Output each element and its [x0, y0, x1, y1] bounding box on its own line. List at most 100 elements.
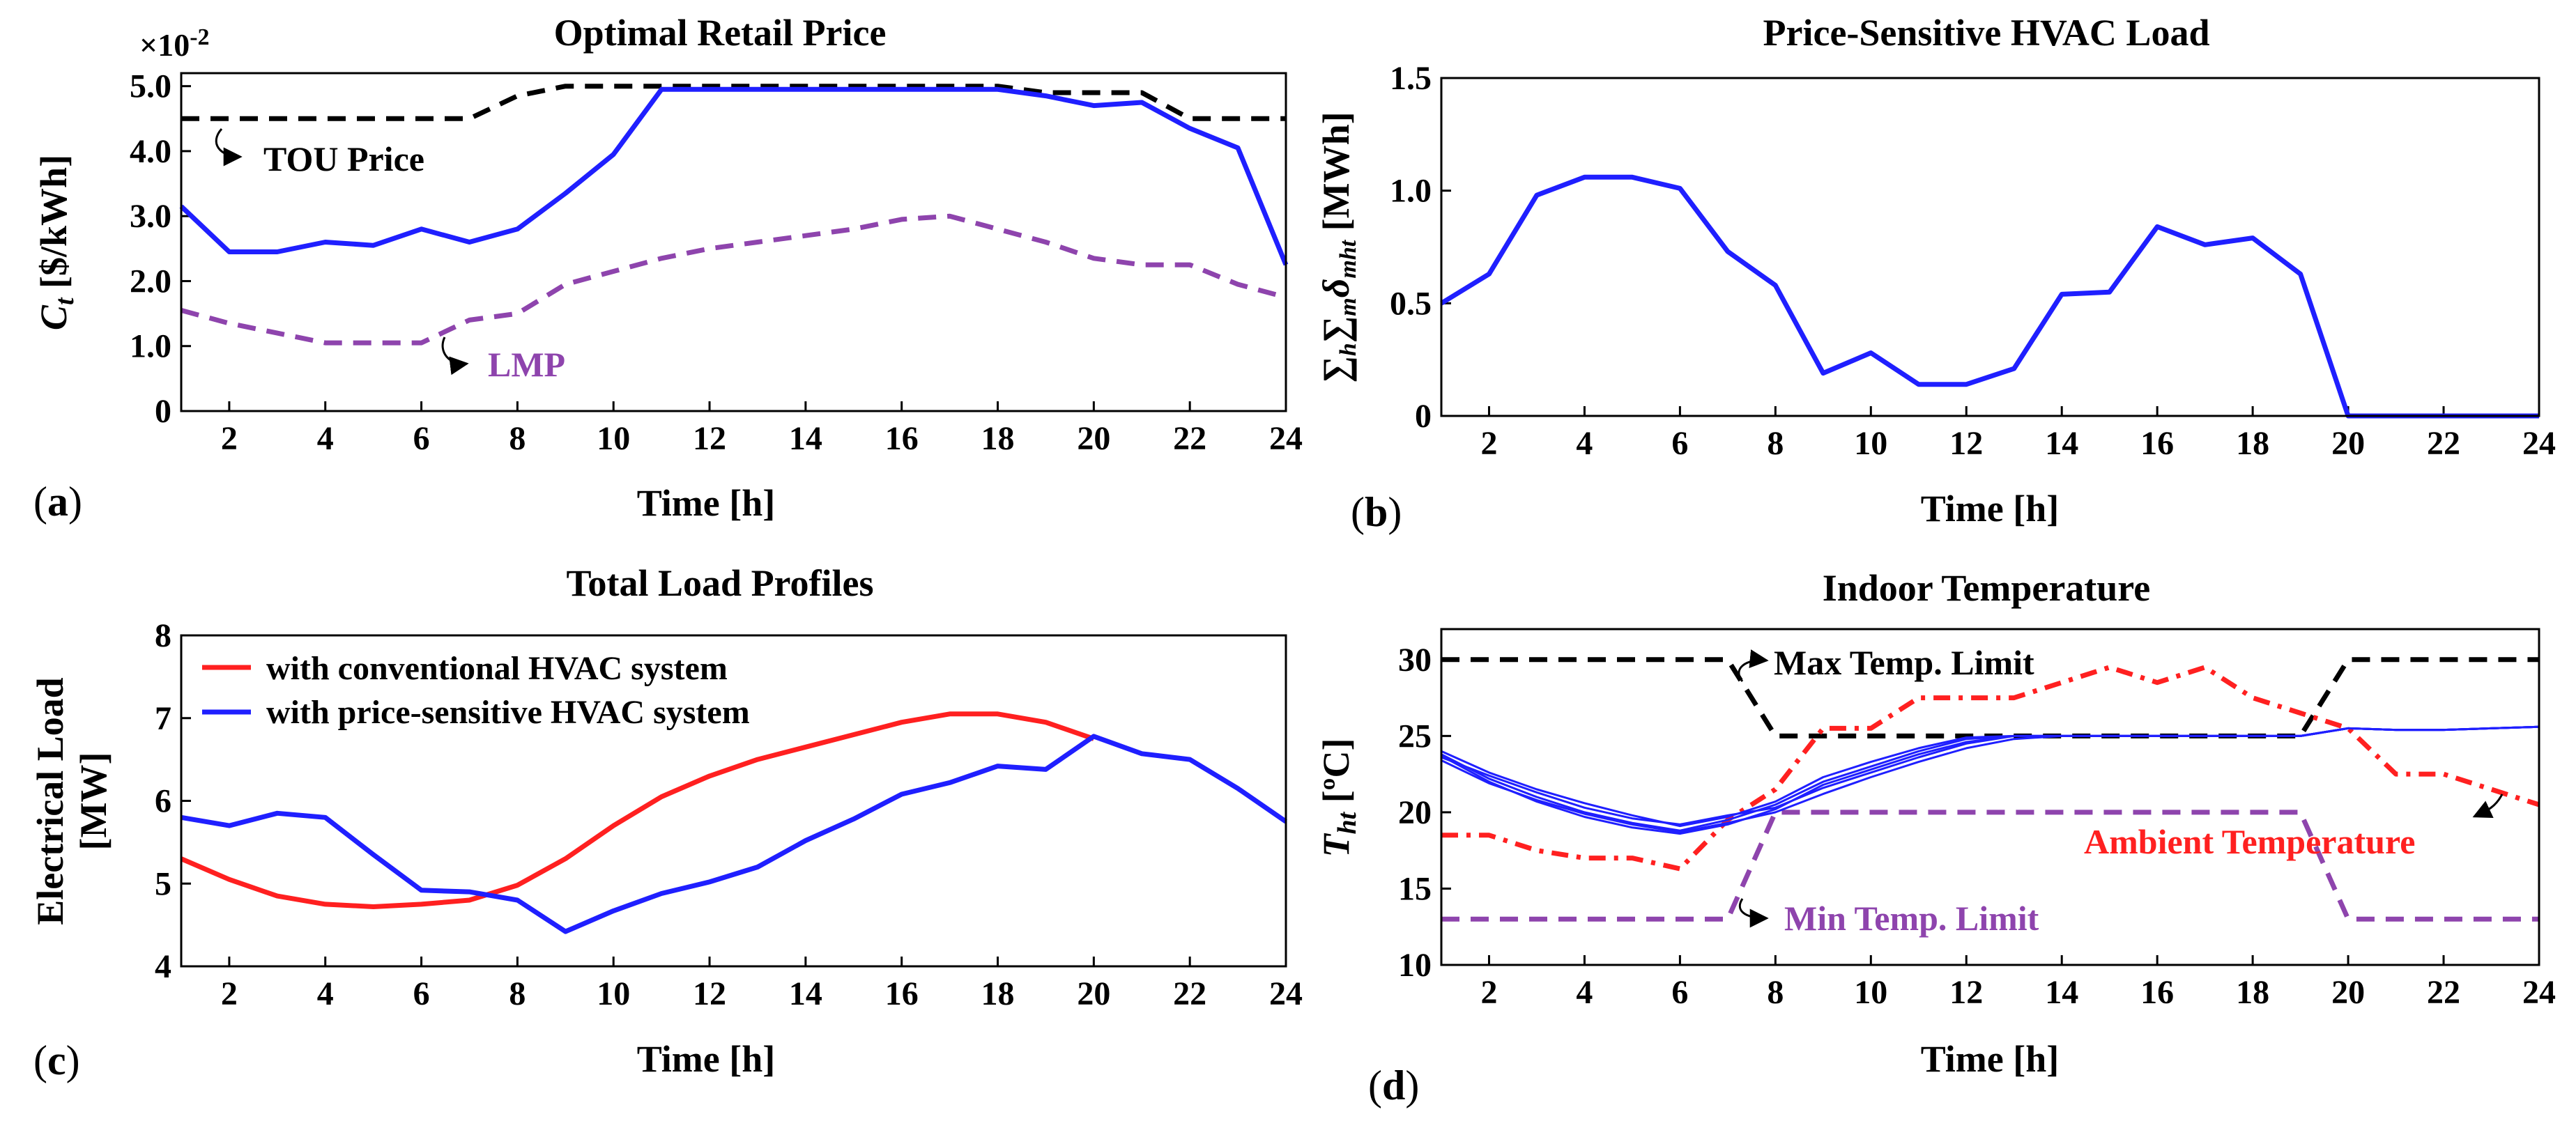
panel-c-ylabel-line1: Electrical Load [29, 677, 71, 925]
panel-c-series-with-price-sensitive-hvac-system [181, 734, 1287, 934]
panel-d-ylabel: Tht [ºC] [1315, 738, 1362, 858]
panel-b-xtick-label: 10 [1854, 425, 1887, 462]
panel-b-ytick-label: 0.5 [1390, 285, 1432, 322]
panel-c-xtick-label: 24 [1269, 975, 1303, 1012]
panel-b-xtick-label: 16 [2140, 425, 2174, 462]
panel-a-series-tou-price [181, 84, 1286, 121]
panel-d-series-indoor-temperature-units [1441, 725, 2540, 826]
panel-a-xtick-label: 22 [1173, 420, 1206, 457]
panel-c-ytick-label: 7 [155, 700, 171, 737]
panel-d-series-indoor-temperature-units [1441, 725, 2540, 832]
panel-d: Indoor Temperature 2 4 6 8 10 12 14 16 18 20 22 241… [1315, 567, 2556, 1108]
panel-a-xtick-label: 18 [981, 420, 1015, 457]
panel-c-title: Total Load Profiles [566, 562, 873, 604]
panel-d-ylabel-rest: [ºC] [1315, 738, 1357, 812]
panel-a-ylabel: Ct [$/kWh] [33, 155, 79, 330]
panel-d-xtick-label: 10 [1854, 974, 1887, 1011]
max-limit-annotation: Max Temp. Limit [1774, 643, 2034, 682]
panel-d-plot-frame [1440, 628, 2540, 966]
panel-b-xtick-label: 18 [2236, 425, 2269, 462]
panel-c-label-letter: c [47, 1037, 66, 1083]
panel-d-label: (d) [1368, 1062, 1419, 1108]
panel-d-xtick-label: 8 [1767, 974, 1784, 1011]
panel-a-series-optimal-retail-price [179, 86, 1289, 266]
panel-d-series-max-temp-limit [1441, 657, 2539, 738]
panel-d-xtick-label: 18 [2236, 974, 2269, 1011]
tou-price-annotation: TOU Price [263, 139, 424, 178]
panel-b-label: (b) [1351, 489, 1402, 535]
panel-d-xtick-label: 6 [1671, 974, 1688, 1011]
panel-b-xtick-label: 8 [1767, 425, 1784, 462]
panel-b-ylabel-unit: [MWh] [1315, 111, 1357, 240]
panel-d-xtick-label: 24 [2522, 974, 2556, 1011]
panel-b-ylabel-sub-m: m [1335, 297, 1361, 316]
panel-c-series-with-conventional-hvac-system [180, 711, 1095, 909]
panel-c-xtick-label: 6 [413, 975, 430, 1012]
panel-a-xtick-label: 4 [317, 420, 334, 457]
legend-label-conventional: with conventional HVAC system [266, 650, 728, 687]
ambient-annotation-arrow [2472, 794, 2504, 818]
panel-c-ytick-label: 8 [155, 617, 171, 654]
panel-d-ytick-label: 25 [1398, 718, 1432, 755]
panel-b-xtick-label: 12 [1949, 425, 1983, 462]
panel-b-xtick-label: 22 [2427, 425, 2460, 462]
panel-b-ylabel-delta: δ [1315, 279, 1357, 298]
panel-b-xtick-label: 14 [2045, 425, 2078, 462]
panel-c-xlabel: Time [h] [637, 1038, 776, 1080]
panel-c-ytick-label: 4 [155, 948, 171, 985]
panel-c-xtick-label: 12 [693, 975, 726, 1012]
panel-a-xtick-label: 20 [1077, 420, 1110, 457]
panel-b-xtick-label: 24 [2522, 425, 2556, 462]
panel-b-ytick-label: 0 [1415, 398, 1432, 435]
panel-a-label-letter: a [47, 479, 68, 525]
panel-a-label: (a) [33, 479, 82, 525]
panel-a-title: Optimal Retail Price [554, 12, 887, 54]
panel-b-plot-frame [1440, 77, 2540, 417]
panel-d-ytick-label: 10 [1398, 947, 1432, 984]
panel-d-ylabel-main: T [1315, 833, 1357, 858]
panel-c-xtick-label: 10 [597, 975, 630, 1012]
panel-b-ytick-label: 1.0 [1390, 173, 1432, 210]
panel-c-xtick-label: 14 [789, 975, 822, 1012]
panel-a-lines [179, 84, 1289, 346]
panel-a-ytick-label: 1.0 [130, 328, 171, 365]
panel-c-plot-frame [180, 634, 1287, 968]
panel-c-label: (c) [33, 1037, 80, 1083]
panel-d-xtick-label: 4 [1576, 974, 1593, 1011]
panel-b-ylabel-sum-m: ∑ [1315, 316, 1357, 343]
panel-a-ylabel-main: C [33, 304, 75, 330]
panel-b-title: Price-Sensitive HVAC Load [1763, 12, 2210, 54]
panel-b-label-letter: b [1365, 489, 1388, 535]
min-limit-annotation-arrow [1738, 898, 1769, 928]
panel-a-ytick-label: 3.0 [130, 198, 171, 235]
panel-c-lines [180, 711, 1287, 934]
min-limit-annotation: Min Temp. Limit [1784, 899, 2039, 938]
panel-d-series-min-temp-limit [1441, 810, 2539, 922]
panel-a-xtick-label: 2 [221, 420, 238, 457]
panel-d-lines [1441, 657, 2540, 922]
panel-d-xlabel: Time [h] [1921, 1038, 2060, 1080]
panel-a-xlabel: Time [h] [637, 482, 776, 524]
panel-c-xtick-label: 8 [509, 975, 526, 1012]
panel-d-ylabel-sub: ht [1333, 811, 1362, 834]
panel-a-ylabel-sub: t [50, 297, 79, 305]
panel-d-label-letter: d [1382, 1062, 1405, 1108]
panel-c-legend: with conventional HVAC system with price… [202, 650, 750, 731]
panel-b-xlabel: Time [h] [1921, 488, 2060, 529]
panel-c-xtick-label: 20 [1077, 975, 1110, 1012]
panel-d-ytick-label: 20 [1398, 794, 1432, 831]
panel-a-series-lmp [181, 213, 1287, 346]
panel-d-xtick-label: 16 [2140, 974, 2174, 1011]
tou-price-annotation-arrow [215, 127, 243, 167]
ambient-annotation: Ambient Temperature [2084, 822, 2415, 861]
panel-b-ylabel-sub-h: h [1335, 343, 1361, 356]
panel-c: Total Load Profiles 2 4 6 8 10 12 14 16 18 20 22 24… [29, 562, 1303, 1083]
max-limit-annotation-arrow [1738, 649, 1769, 682]
panel-c-ytick-label: 6 [155, 783, 171, 820]
panel-a-ytick-label: 4.0 [130, 133, 171, 170]
panel-a-xtick-label: 14 [789, 420, 822, 457]
